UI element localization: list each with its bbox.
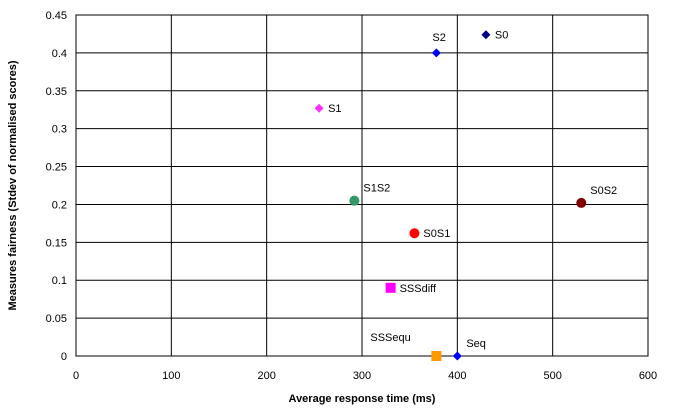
- data-point-s1s2: [349, 195, 360, 206]
- data-point-s0s2: [576, 197, 587, 208]
- y-tick-label: 0.25: [46, 162, 67, 174]
- data-point-s1: [314, 103, 324, 113]
- data-label-sssdiff: SSSdiff: [400, 283, 437, 295]
- x-tick-label: 0: [73, 370, 79, 382]
- data-label-s1: S1: [328, 103, 341, 115]
- y-tick-label: 0.4: [52, 48, 67, 60]
- data-label-seq: Seq: [466, 338, 486, 350]
- x-tick-label: 300: [353, 370, 371, 382]
- y-tick-label: 0.1: [52, 275, 67, 287]
- data-point-s2: [431, 48, 441, 58]
- grid-lines: [75, 14, 649, 357]
- data-point-sssequ: [431, 351, 442, 361]
- data-point-s0s1: [409, 228, 420, 239]
- data-label-s0: S0: [495, 30, 508, 42]
- y-tick-label: 0.45: [46, 10, 67, 22]
- y-tick-label: 0.2: [52, 199, 67, 211]
- x-tick-label: 200: [257, 370, 275, 382]
- x-tick-label: 400: [448, 370, 466, 382]
- y-tick-label: 0.35: [46, 86, 67, 98]
- x-tick-labels: 0 100 200 300 400 500 600: [73, 370, 657, 382]
- x-tick-label: 500: [543, 370, 561, 382]
- y-tick-label: 0: [61, 351, 67, 363]
- y-tick-label: 0.15: [46, 237, 67, 249]
- y-axis-title: Measures fairness (Stdev of normalised s…: [7, 60, 19, 310]
- data-label-s0s2: S0S2: [590, 185, 617, 197]
- y-tick-labels: 0 0.05 0.1 0.15 0.2 0.25 0.3 0.35 0.4 0.45: [46, 10, 67, 363]
- data-point-seq: [452, 351, 462, 361]
- data-point-s0: [481, 30, 491, 40]
- y-tick-label: 0.3: [52, 124, 67, 136]
- data-label-s1s2: S1S2: [363, 183, 390, 195]
- plot-area-border: [75, 14, 649, 357]
- y-tick-label: 0.05: [46, 313, 67, 325]
- data-point-sssdiff: [385, 282, 396, 293]
- data-label-s0s1: S0S1: [423, 228, 450, 240]
- x-tick-label: 100: [162, 370, 180, 382]
- x-tick-label: 600: [639, 370, 657, 382]
- data-label-s2: S2: [432, 32, 445, 44]
- data-label-sssequ: SSSequ: [370, 332, 410, 344]
- x-axis-title: Average response time (ms): [289, 393, 436, 405]
